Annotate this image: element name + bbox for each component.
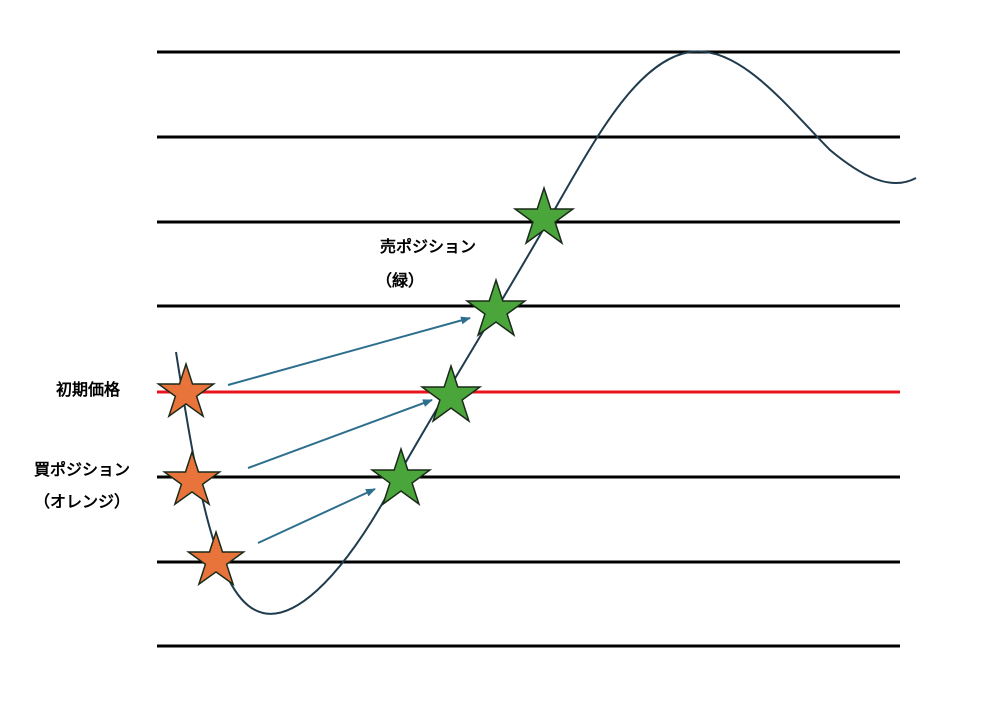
buy-star-3 (186, 529, 246, 587)
sell-positions-label-line2: （緑） (376, 271, 424, 290)
buy-positions (156, 361, 246, 587)
price-curve (175, 50, 917, 615)
position-arrows (227, 316, 471, 544)
initial-price-label: 初期価格 (56, 380, 121, 399)
sell-star-1 (512, 185, 576, 245)
buy-positions-label-line1: 買ポジション (34, 460, 130, 479)
buy-positions-label-line2: （オレンジ） (34, 492, 130, 511)
sell-positions (369, 185, 576, 506)
grid-lines (157, 50, 900, 648)
arrow-2 (247, 399, 433, 469)
sell-star-4 (369, 446, 433, 506)
sell-positions-label-line1: 売ポジション (380, 237, 476, 256)
sell-star-2 (464, 277, 528, 337)
arrow-3 (257, 488, 376, 544)
arrow-1 (227, 316, 471, 386)
buy-star-2 (162, 449, 222, 507)
buy-star-1 (156, 361, 216, 419)
sell-star-3 (419, 363, 483, 423)
